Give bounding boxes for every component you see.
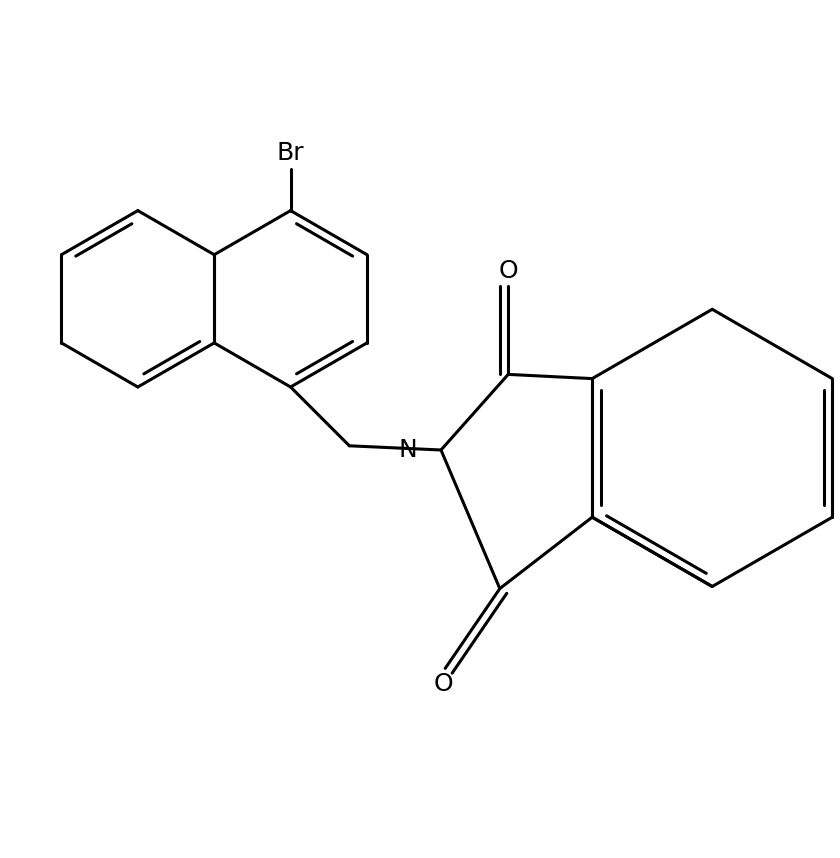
Text: O: O	[498, 259, 518, 283]
Text: Br: Br	[276, 142, 304, 166]
Text: O: O	[433, 672, 454, 696]
Text: N: N	[399, 438, 417, 462]
